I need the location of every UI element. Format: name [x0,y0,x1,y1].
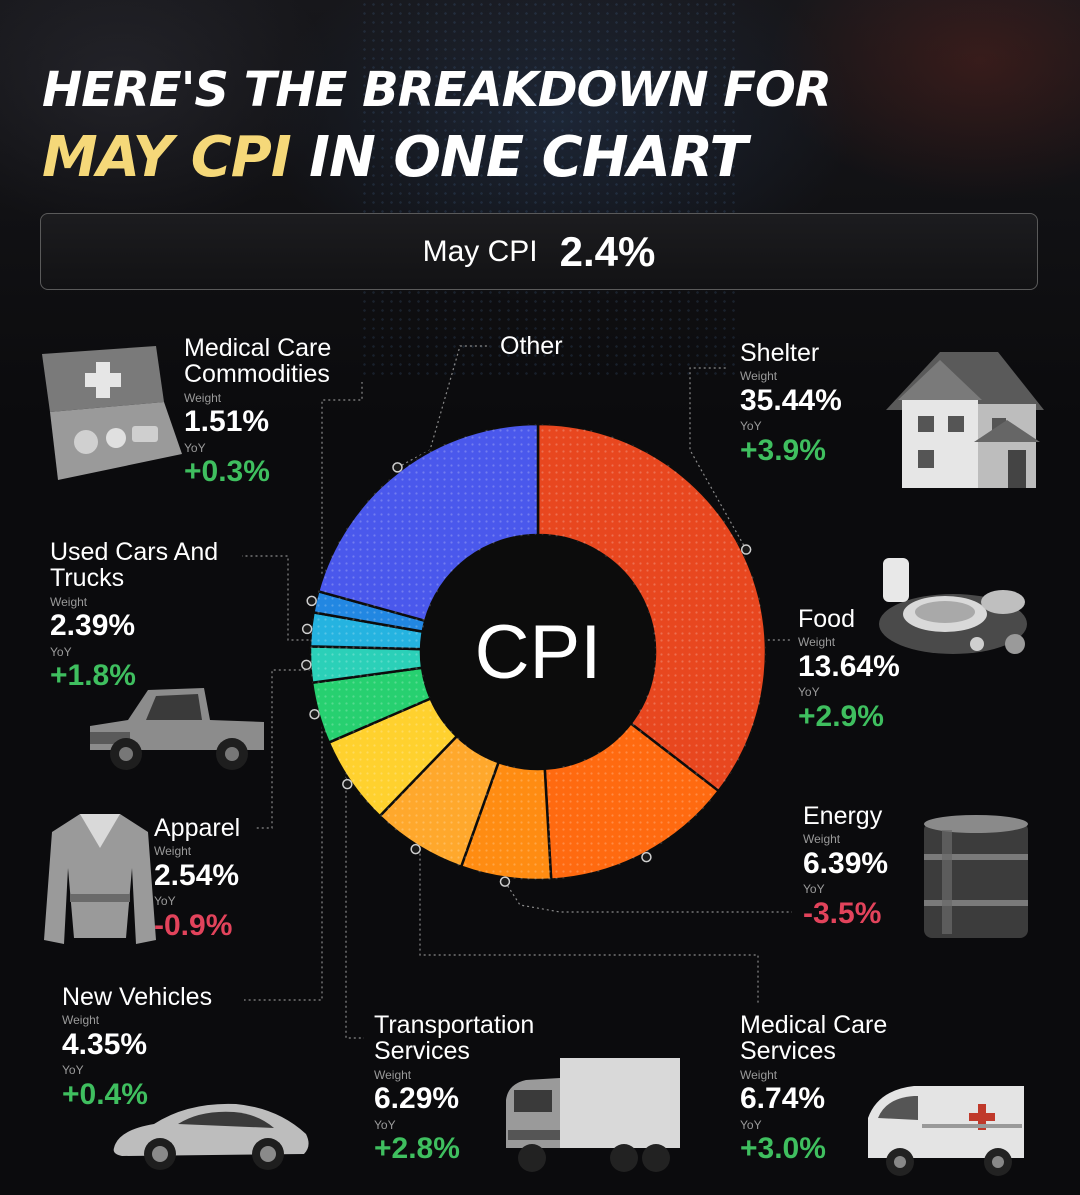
other-name: Other [500,332,563,360]
title-rest: IN ONE CHART [309,125,748,190]
used-cars-weight-label: Weight [50,594,88,609]
anchor-food [641,851,652,863]
leader-transportation-services [345,769,364,1039]
oil-barrel-icon [924,815,1028,938]
food-weight-label: Weight [798,635,836,650]
label-medical-care-commodities: Medical Care Commodities Weight 1.51% Yo… [184,335,331,488]
title-line-2: MAY CPI IN ONE CHART [42,130,748,186]
energy-yoy-label: YoY [803,882,825,897]
label-apparel: Apparel Weight 2.54% YoY -0.9% [154,815,240,941]
medical-commodities-weight: 1.51% [184,405,270,439]
medical-services-yoy: +3.0% [740,1132,826,1166]
jacket-icon [44,814,156,944]
leader-anchor-dots [301,462,752,887]
label-food: Food Weight 13.64% YoY +2.9% [798,606,900,732]
label-other: Other [500,332,563,360]
headline-cpi-label: May CPI [422,234,538,268]
apparel-yoy: -0.9% [154,908,233,942]
anchor-other [392,462,403,473]
anchor-apparel [301,659,312,671]
sports-car-icon [113,1103,309,1170]
headline-cpi-value: 2.4% [559,227,656,275]
leader-other [397,345,490,468]
used-cars-weight: 2.39% [50,609,136,643]
apparel-weight: 2.54% [154,858,240,892]
anchor-medical-care-services [410,843,421,855]
shelter-weight-label: Weight [740,369,778,384]
used-cars-yoy-label: YoY [50,644,72,659]
medical-services-yoy-label: YoY [740,1117,762,1132]
title-line-1: HERE'S THE BREAKDOWN FOR [42,62,832,118]
anchor-used-cars-and-trucks [301,623,313,635]
medical-commodities-weight-label: Weight [184,390,222,405]
used-cars-name-line1: Used Cars And [50,538,219,566]
medical-services-name-line1: Medical Care [740,1011,888,1039]
shelter-name: Shelter [740,339,820,367]
label-used-cars-and-trucks: Used Cars And Trucks Weight 2.39% YoY +1… [50,539,218,692]
transportation-name-line2: Services [374,1037,470,1066]
center-label: CPI [475,610,602,695]
pickup-truck-icon [90,688,264,770]
medical-commodities-yoy: +0.3% [184,455,270,489]
energy-weight: 6.39% [803,846,889,880]
background-dot-pattern [360,0,740,380]
apparel-name: Apparel [154,814,241,842]
food-yoy: +2.9% [798,699,884,733]
food-weight: 13.64% [798,649,900,683]
apparel-weight-label: Weight [154,844,192,859]
new-vehicles-weight: 4.35% [62,1027,148,1061]
label-transportation-services: Transportation Services Weight 6.29% YoY… [374,1012,534,1165]
transportation-yoy-label: YoY [374,1117,396,1132]
medical-services-name-line2: Services [740,1037,836,1066]
shelter-yoy: +3.9% [740,433,826,467]
ambulance-icon [868,1086,1024,1176]
medical-commodities-yoy-label: YoY [184,440,206,455]
anchor-transportation-services [342,778,353,790]
label-energy: Energy Weight 6.39% YoY -3.5% [803,803,888,929]
leader-energy [504,881,792,913]
donut-hole [421,535,655,769]
anchor-shelter [740,544,752,555]
anchor-energy [499,876,511,887]
energy-name: Energy [803,802,883,830]
first-aid-kit-icon [42,346,182,480]
food-plate-icon [879,558,1027,654]
energy-weight-label: Weight [803,832,841,847]
transportation-name-line1: Transportation [374,1011,535,1039]
transportation-weight: 6.29% [374,1082,460,1116]
medical-commodities-name-line1: Medical Care [184,334,332,362]
shelter-weight: 35.44% [740,383,842,417]
energy-yoy: -3.5% [803,896,882,930]
anchor-new-vehicles [309,709,320,720]
transportation-yoy: +2.8% [374,1132,460,1166]
anchor-medical-care-commodities [306,595,317,607]
house-icon [886,352,1044,488]
label-new-vehicles: New Vehicles Weight 4.35% YoY +0.4% [62,984,212,1110]
new-vehicles-yoy-label: YoY [62,1063,84,1078]
apparel-yoy-label: YoY [154,894,176,909]
medical-commodities-name-line2: Commodities [184,360,330,389]
medical-services-weight-label: Weight [740,1067,778,1082]
medical-services-weight: 6.74% [740,1082,826,1116]
new-vehicles-name: New Vehicles [62,983,213,1011]
title-highlight: MAY CPI [42,125,292,190]
label-medical-care-services: Medical Care Services Weight 6.74% YoY +… [740,1012,887,1165]
used-cars-name-line2: Trucks [50,564,125,593]
label-shelter: Shelter Weight 35.44% YoY +3.9% [740,340,842,466]
new-vehicles-weight-label: Weight [62,1013,100,1028]
new-vehicles-yoy: +0.4% [62,1077,148,1111]
shelter-yoy-label: YoY [740,419,762,434]
used-cars-yoy: +1.8% [50,659,136,693]
leader-shelter [689,367,747,550]
food-name: Food [798,605,855,633]
headline-cpi-bar: May CPI 2.4% [40,213,1038,290]
food-yoy-label: YoY [798,685,820,700]
transportation-weight-label: Weight [374,1067,412,1082]
truck-icon [506,1058,680,1172]
